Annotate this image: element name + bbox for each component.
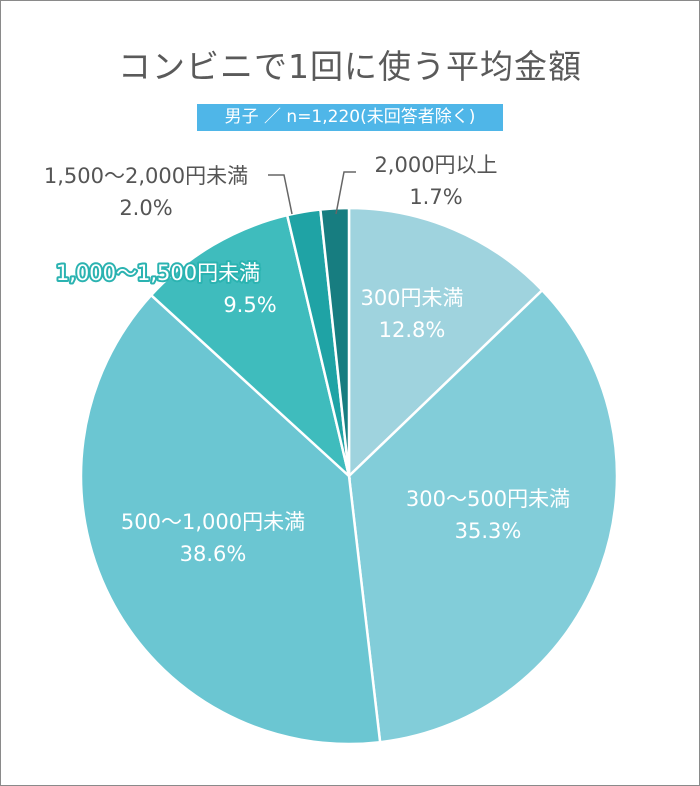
slice-value-1500-2000: 2.0% xyxy=(119,196,172,220)
pie-slice-500-1000 xyxy=(79,293,382,746)
pie-slice-under-300 xyxy=(347,206,544,479)
slice-label-1000-1500: 1,000〜1,500円未満 xyxy=(56,261,260,285)
slice-label-1500-2000: 1,500〜2,000円未満 xyxy=(44,164,248,188)
pie-slice-2000-plus xyxy=(319,206,351,477)
slice-value-500-1000: 38.6% xyxy=(180,542,247,566)
slice-label-500-1000: 500〜1,000円未満 xyxy=(121,510,305,534)
leader-line-2000-plus xyxy=(335,171,356,215)
slice-label-2000-plus: 2,000円以上 xyxy=(374,153,497,177)
slice-value-2000-plus: 1.7% xyxy=(409,185,462,209)
slice-label-under-300: 300円未満 xyxy=(360,286,463,310)
pie-slices xyxy=(79,206,619,746)
chart-subtitle-badge: 男子 ／ n=1,220(未回答者除く) xyxy=(197,104,503,131)
chart-title: コンビニで1回に使う平均金額 xyxy=(118,47,582,86)
pie-slice-1000-1500 xyxy=(149,213,352,480)
leader-line-1500-2000 xyxy=(268,174,293,215)
pie-slice-300-500 xyxy=(347,288,619,744)
slice-value-1000-1500: 9.5% xyxy=(223,293,276,317)
slice-value-under-300: 12.8% xyxy=(379,318,446,342)
slice-label-300-500: 300〜500円未満 xyxy=(406,487,570,511)
slice-value-300-500: 35.3% xyxy=(455,519,522,543)
